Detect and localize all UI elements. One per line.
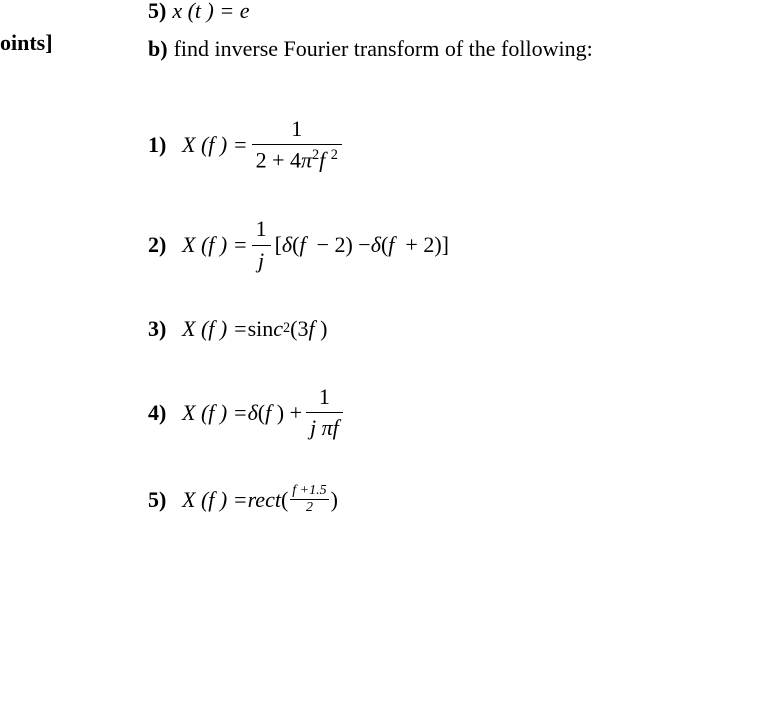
eq1-frac: 1 2 + 4π2f 2: [252, 116, 342, 174]
eq4-lhs: X (f ) =: [182, 400, 248, 426]
eq1-den-prefix: 2 + 4: [256, 148, 301, 173]
eq4-den-j: j: [310, 415, 322, 440]
eq4-den-pi: π: [322, 415, 333, 440]
eq4-row: 4) X (f ) = δ (f ) + 1 j πf: [148, 384, 748, 442]
points-label: oints]: [0, 30, 53, 55]
eq2-frac: 1 j: [252, 216, 271, 274]
page: oints] 5) x (t ) = e b) find inverse Fou…: [0, 0, 765, 713]
eq2-arg1: (f − 2) −: [292, 232, 371, 258]
eq2-arg2: (f + 2)]: [381, 232, 449, 258]
eq1-lhs: X (f ) =: [182, 132, 248, 158]
eq5-frac: f +1.5 2: [290, 484, 328, 516]
expr-a5: x (t ) = e: [172, 0, 249, 24]
eq3-sin: sin: [248, 316, 274, 342]
eq4-frac: 1 j πf: [306, 384, 343, 442]
eq3-arg: (3f ): [290, 316, 327, 342]
expr-a5-text: x (t ) = e: [172, 0, 249, 24]
eq2-row: 2) X (f ) = 1 j [ δ (f − 2) − δ (f + 2)]: [148, 216, 748, 274]
eq4-den: j πf: [306, 415, 343, 441]
eq2-num: 1: [252, 216, 271, 242]
eq2-bar: [252, 245, 271, 246]
eq5-close: ): [331, 487, 338, 513]
eq1-num: 1: [287, 116, 306, 142]
eq2-expr: X (f ) = 1 j [ δ (f − 2) − δ (f + 2)]: [182, 216, 449, 274]
eq4-num: 1: [315, 384, 334, 410]
eq4-label: 4): [148, 400, 182, 426]
eq2-delta2: δ: [371, 232, 381, 258]
eq1-den-pi: π: [301, 148, 312, 173]
eq1-label: 1): [148, 132, 182, 158]
label-a5: 5): [148, 0, 166, 24]
margin-label: oints]: [0, 30, 59, 56]
eq5-expr: X (f ) = rect ( f +1.5 2 ): [182, 484, 338, 516]
eq5-num-f: f: [292, 483, 299, 498]
eq5-num: f +1.5: [290, 484, 328, 499]
eq1-den: 2 + 4π2f 2: [252, 147, 342, 174]
eq3-c: c: [273, 316, 283, 342]
eq5-num-plus: +1.5: [300, 483, 327, 498]
content: 5) x (t ) = e b) find inverse Fourier tr…: [148, 0, 748, 516]
eq5-rect: rect: [248, 487, 281, 513]
eq4-den-f: f: [333, 415, 339, 440]
eq2-den: j: [254, 248, 268, 274]
eq3-expr: X (f ) = sinc2 (3f ): [182, 316, 327, 342]
eq4-deltaarg: (f ) +: [258, 400, 302, 426]
row-b: b) find inverse Fourier transform of the…: [148, 36, 748, 62]
eq5-label: 5): [148, 487, 182, 513]
eq2-lhs: X (f ) =: [182, 232, 248, 258]
eq3-lhs: X (f ) =: [182, 316, 248, 342]
eq1-den-sup2: 2: [331, 147, 338, 163]
eq5-open: (: [281, 487, 288, 513]
eq2-label: 2): [148, 232, 182, 258]
text-b: find inverse Fourier transform of the fo…: [174, 36, 593, 62]
row-a5: 5) x (t ) = e: [148, 0, 748, 24]
eq5-lhs: X (f ) =: [182, 487, 248, 513]
eq2-open: [: [275, 232, 282, 258]
eq4-expr: X (f ) = δ (f ) + 1 j πf: [182, 384, 347, 442]
eq1-row: 1) X (f ) = 1 2 + 4π2f 2: [148, 116, 748, 174]
eq2-delta1: δ: [282, 232, 292, 258]
eq3-row: 3) X (f ) = sinc2 (3f ): [148, 316, 748, 342]
eq5-den: 2: [304, 501, 315, 516]
eq3-label: 3): [148, 316, 182, 342]
eq1-bar: [252, 144, 342, 145]
eq3-exp: 2: [283, 320, 290, 337]
eq5-row: 5) X (f ) = rect ( f +1.5 2 ): [148, 484, 748, 516]
eq4-delta: δ: [248, 400, 258, 426]
label-b: b): [148, 36, 168, 62]
eq4-bar: [306, 412, 343, 413]
eq1-expr: X (f ) = 1 2 + 4π2f 2: [182, 116, 346, 174]
